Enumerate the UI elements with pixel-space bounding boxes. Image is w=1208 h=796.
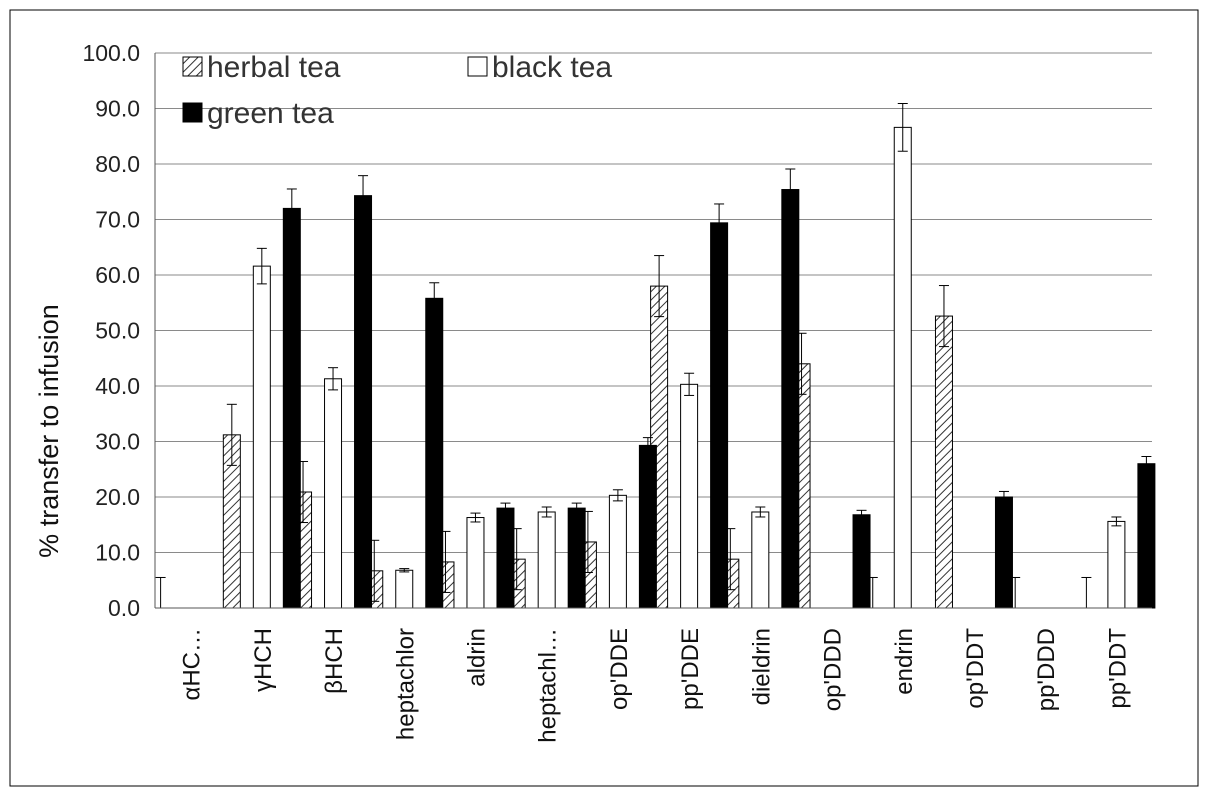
gridlines — [155, 52, 1152, 553]
y-tick-label: 70.0 — [95, 207, 140, 233]
category-label: aldrin — [463, 628, 490, 687]
category-label: pp'DDT — [1104, 628, 1131, 709]
bar — [680, 383, 699, 609]
y-tick-label: 90.0 — [95, 96, 140, 122]
legend-swatch — [182, 56, 203, 77]
bar — [324, 378, 343, 609]
bar — [466, 517, 485, 609]
bar — [934, 315, 953, 609]
legend-swatch — [182, 102, 203, 123]
bar — [1137, 463, 1156, 609]
category-label: γHCH — [250, 628, 277, 692]
category-label: pp'DDE — [677, 628, 704, 710]
bar — [751, 511, 770, 609]
category-label: heptachl… — [535, 628, 562, 743]
y-tick-label: 10.0 — [95, 540, 140, 566]
y-tick-label: 50.0 — [95, 318, 140, 344]
bar — [608, 494, 627, 609]
bar — [425, 297, 444, 609]
bar — [354, 195, 373, 609]
bar — [496, 507, 515, 609]
category-labels: αHC… γHCH βHCH heptachlor aldrin heptachl… op'… — [179, 628, 1132, 743]
legend: herbal tea black tea green tea — [182, 51, 612, 130]
bar — [252, 265, 271, 609]
category-label: heptachlor — [392, 628, 419, 740]
y-tick-label: 40.0 — [95, 373, 140, 399]
category-label: pp'DDD — [1033, 628, 1060, 711]
legend-swatch — [467, 56, 488, 77]
category-label: βHCH — [321, 628, 348, 694]
y-tick-label: 80.0 — [95, 151, 140, 177]
category-label: endrin — [891, 628, 918, 695]
bar — [710, 222, 729, 609]
bar — [638, 444, 657, 609]
bar — [567, 507, 586, 609]
bar — [395, 569, 414, 609]
bars-group — [155, 103, 1156, 609]
category-label: op'DDE — [606, 628, 633, 710]
bar — [282, 207, 301, 609]
bar — [994, 496, 1013, 609]
y-tick-labels: 0.0 10.0 20.0 30.0 40.0 50.0 60.0 70.0 80.0 90.0 1… — [82, 40, 140, 621]
bar — [893, 126, 912, 609]
category-label: dieldrin — [748, 628, 775, 705]
chart-border — [9, 9, 1199, 787]
legend-label: black tea — [492, 51, 612, 84]
y-tick-label: 60.0 — [95, 262, 140, 288]
legend-label: herbal tea — [207, 51, 341, 84]
axes-group — [154, 53, 1152, 609]
category-label: op'DDD — [820, 628, 847, 711]
bar — [781, 189, 800, 609]
y-tick-label: 0.0 — [108, 595, 140, 621]
bar — [537, 511, 556, 609]
legend-label: green tea — [207, 97, 334, 130]
y-axis-label: % transfer to infusion — [34, 304, 64, 558]
y-tick-label: 20.0 — [95, 484, 140, 510]
bar — [1107, 520, 1126, 609]
bar — [852, 514, 871, 609]
y-tick-label: 30.0 — [95, 429, 140, 455]
y-tick-label: 100.0 — [82, 40, 140, 66]
category-label: op'DDT — [962, 628, 989, 709]
category-label: αHC… — [179, 628, 206, 701]
